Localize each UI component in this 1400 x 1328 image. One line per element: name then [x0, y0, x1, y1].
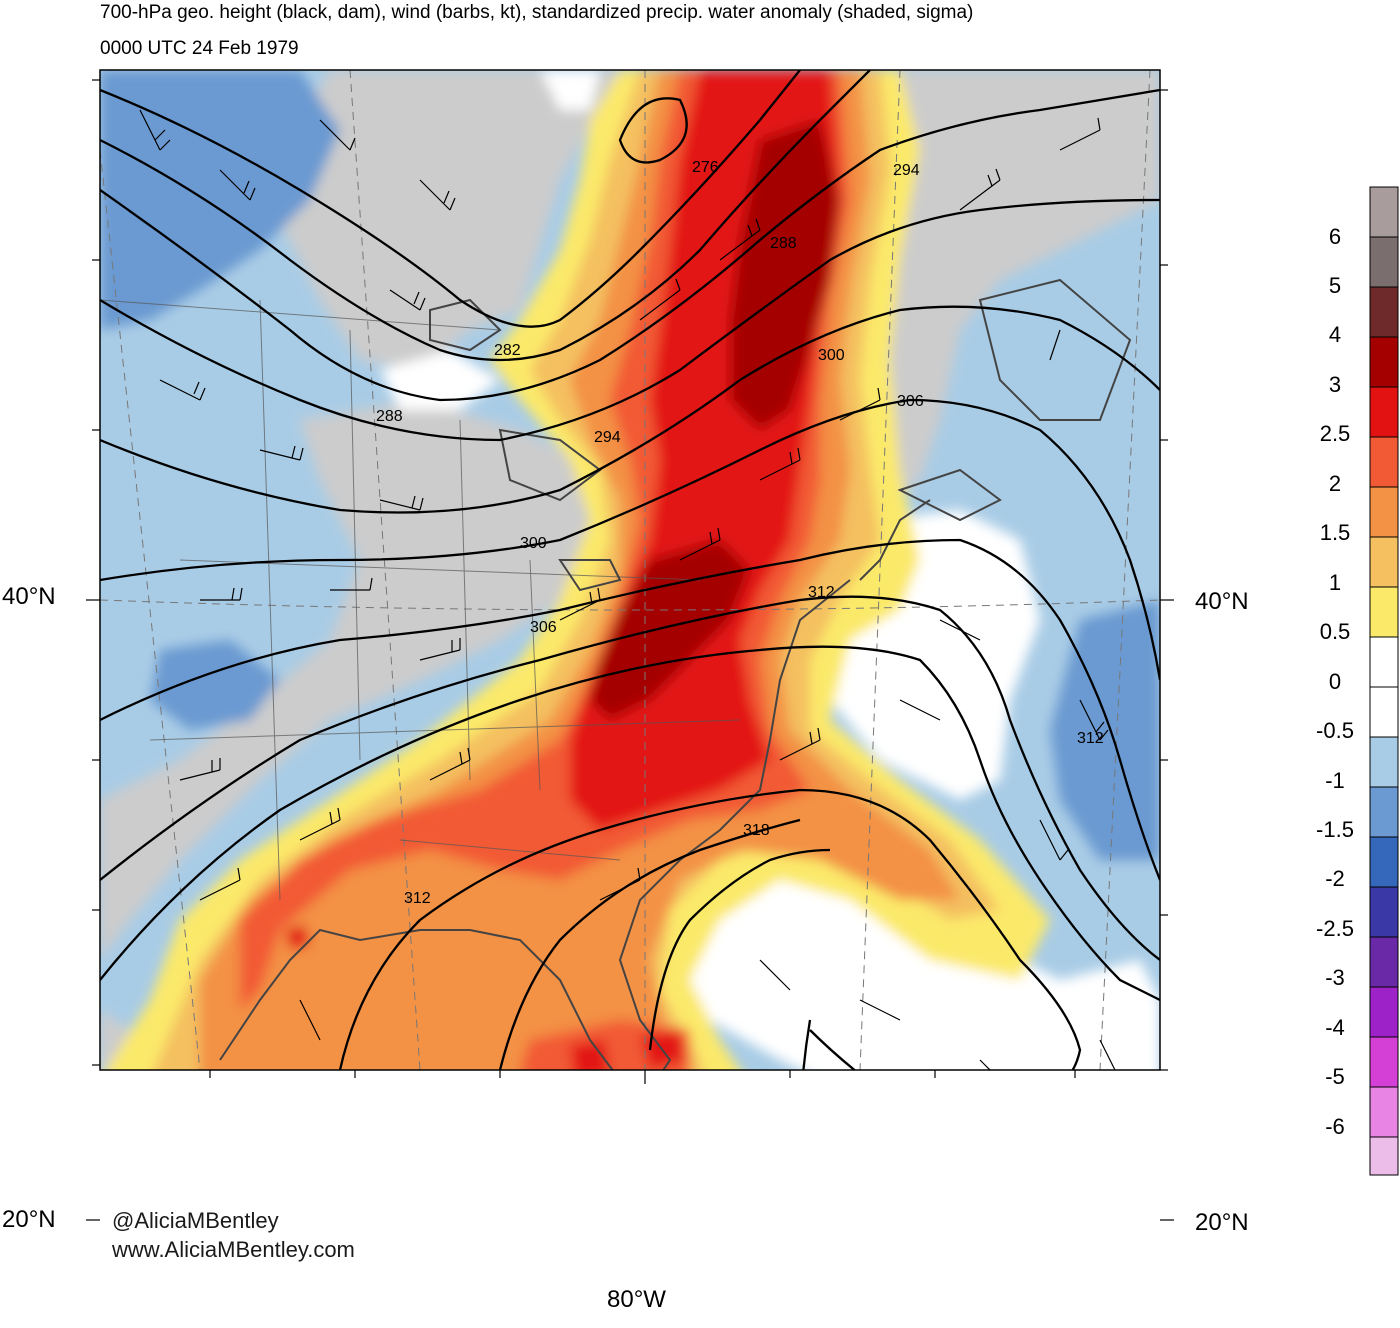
contour-label: 294 — [893, 162, 920, 179]
map-ticks — [86, 79, 1174, 1221]
pw-anomaly-blue-region-east — [1050, 600, 1160, 860]
contour-label: 300 — [520, 535, 547, 552]
colorbar-label: 2.5 — [1319, 421, 1351, 446]
wind-barbs — [139, 109, 1116, 1070]
height-contours — [100, 70, 1160, 1070]
colorbar-swatch — [1369, 586, 1399, 638]
colorbar-swatch — [1369, 736, 1399, 788]
contour-label: 288 — [770, 235, 797, 252]
graticule — [100, 70, 1160, 1070]
contour-label: 306 — [897, 393, 924, 410]
pw-anomaly-gray-region-northeast — [870, 70, 1160, 500]
lat-label-40n-right: 40°N — [1195, 588, 1249, 615]
pw-anomaly-darkred-south — [590, 540, 750, 720]
colorbar-swatch — [1369, 536, 1399, 588]
map-frame — [99, 69, 1161, 1071]
contour-label: 288 — [376, 408, 403, 425]
contour-label: 300 — [818, 347, 845, 364]
colorbar-label: 0.5 — [1319, 619, 1351, 644]
colorbar-label: -3 — [1325, 965, 1345, 990]
contour-label: 276 — [692, 159, 719, 176]
colorbar-swatch — [1369, 986, 1399, 1038]
colorbar-swatch — [1369, 336, 1399, 388]
pw-anomaly-strong-blue-caribbean — [860, 1195, 960, 1250]
colorbar-label: -2 — [1325, 866, 1345, 891]
contour-label: 282 — [494, 342, 521, 359]
colorbar-label: 1.5 — [1319, 520, 1351, 545]
colorbar-label: -4 — [1325, 1015, 1345, 1040]
pw-anomaly-blue-region-caribbean — [760, 1150, 1040, 1265]
colorbar-swatch — [1369, 1086, 1399, 1138]
contour-label: 312 — [404, 890, 431, 907]
colorbar-swatch — [1369, 1136, 1399, 1176]
contour-label: 318 — [743, 822, 770, 839]
colorbar-swatch — [1369, 886, 1399, 938]
pw-anomaly-red-gulfcoast — [285, 925, 310, 950]
colorbar — [1369, 186, 1399, 1176]
lat-label-20n-left: 20°N — [2, 1206, 56, 1233]
colorbar-swatch — [1369, 636, 1399, 688]
contour-label: 312 — [1077, 730, 1104, 747]
colorbar-label: 5 — [1328, 273, 1342, 298]
pw-anomaly-gray-region-north — [260, 70, 620, 370]
contour-label: 318 — [782, 1132, 809, 1149]
contour-label: 318 — [1053, 1074, 1080, 1091]
pw-anomaly-white-region-sargasso — [680, 870, 1160, 1070]
colorbar-label: 2 — [1328, 471, 1342, 496]
colorbar-label: -6 — [1325, 1114, 1345, 1139]
valid-time: 0000 UTC 24 Feb 1979 — [100, 38, 299, 59]
colorbar-label: 4 — [1328, 322, 1342, 347]
colorbar-label: 0 — [1328, 669, 1342, 694]
colorbar-label: 6 — [1328, 224, 1342, 249]
colorbar-swatch — [1369, 786, 1399, 838]
colorbar-label: -0.5 — [1316, 718, 1354, 743]
colorbar-swatch — [1369, 286, 1399, 338]
map-title: 700-hPa geo. height (black, dam), wind (… — [100, 2, 974, 23]
lat-label-20n-right: 20°N — [1195, 1209, 1249, 1236]
pw-anomaly-red-florida — [570, 1030, 685, 1070]
colorbar-label: -5 — [1325, 1064, 1345, 1089]
colorbar-swatch — [1369, 686, 1399, 738]
contour-label: 312 — [808, 584, 835, 601]
colorbar-label: -1.5 — [1316, 817, 1354, 842]
map-area: 276 294 288 282 300 288 294 306 300 306 … — [100, 70, 1160, 1265]
credit-handle: @AliciaMBentley — [112, 1208, 279, 1233]
lon-label-80w: 80°W — [607, 1286, 666, 1313]
colorbar-swatch — [1369, 486, 1399, 538]
credit-website[interactable]: www.AliciaMBentley.com — [112, 1237, 355, 1262]
colorbar-label: 3 — [1328, 372, 1342, 397]
colorbar-swatch — [1369, 236, 1399, 288]
pw-anomaly-gray-region-central — [100, 400, 620, 960]
pw-anomaly-white-region-canada — [540, 70, 600, 110]
contour-label: 306 — [530, 619, 557, 636]
lat-label-40n-left: 40°N — [2, 583, 56, 610]
colorbar-swatch — [1369, 936, 1399, 988]
colorbar-swatch — [1369, 1036, 1399, 1088]
colorbar-label: -2.5 — [1316, 916, 1354, 941]
colorbar-swatch — [1369, 836, 1399, 888]
colorbar-swatch — [1369, 186, 1399, 238]
contour-label: 294 — [594, 429, 621, 446]
colorbar-label: -1 — [1325, 768, 1345, 793]
political-borders — [100, 299, 741, 901]
colorbar-swatch — [1369, 386, 1399, 438]
colorbar-label: 1 — [1328, 570, 1342, 595]
colorbar-swatch — [1369, 436, 1399, 488]
